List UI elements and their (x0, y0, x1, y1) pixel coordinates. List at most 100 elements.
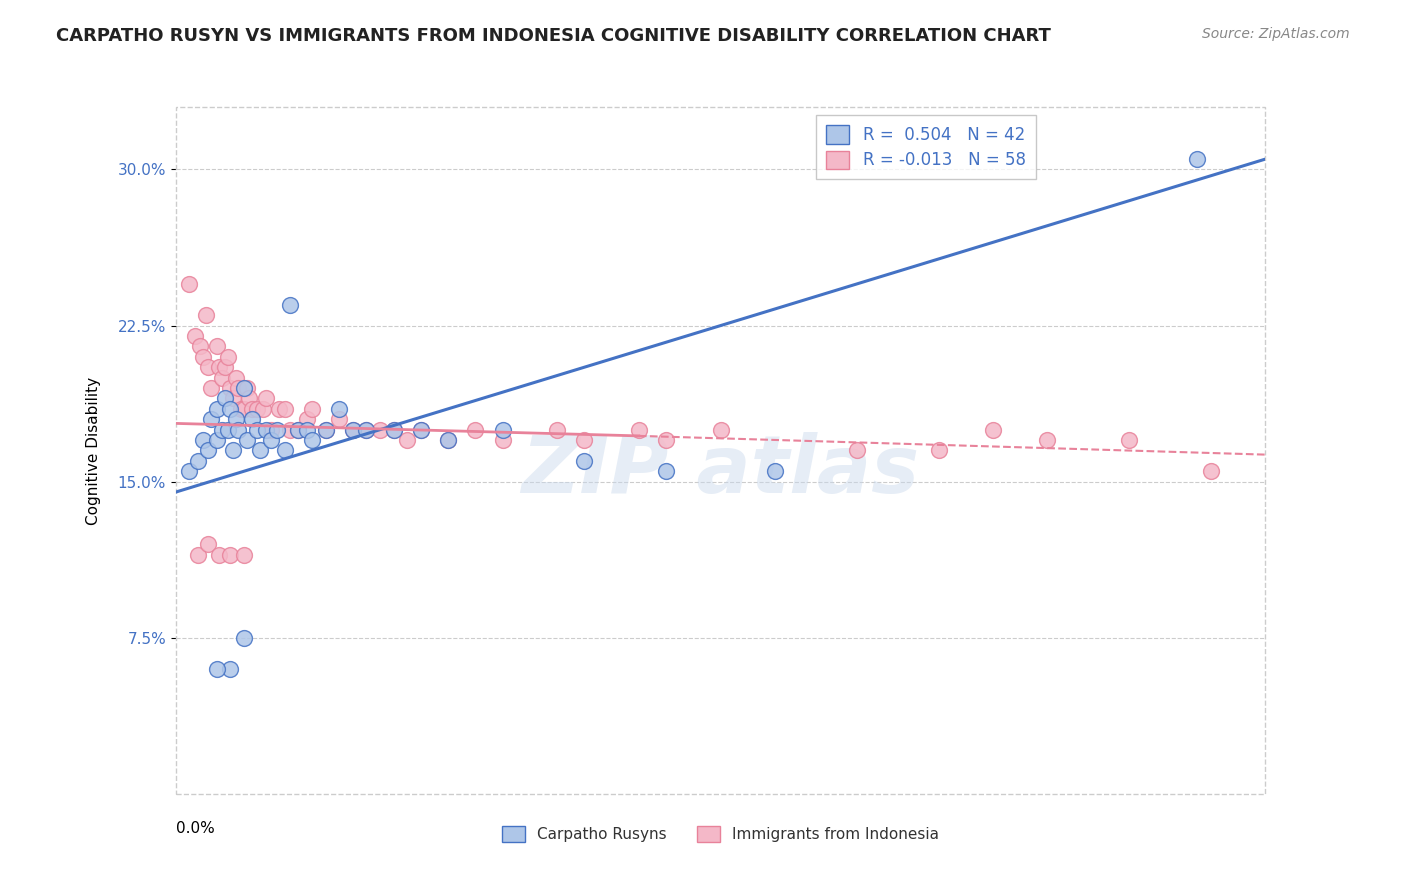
Point (208, 548, 231, 562)
Point (217, 350, 239, 364)
Point (382, 423, 405, 437)
Point (205, 662, 228, 676)
Point (315, 423, 337, 437)
Legend: Carpatho Rusyns, Immigrants from Indonesia: Carpatho Rusyns, Immigrants from Indones… (496, 820, 945, 848)
Point (342, 423, 364, 437)
Point (546, 423, 568, 437)
Point (655, 464, 678, 478)
Point (228, 381, 250, 395)
Point (188, 339, 211, 353)
Point (382, 423, 405, 437)
Point (437, 433, 460, 447)
Point (928, 443, 950, 458)
Point (179, 464, 201, 478)
Point (205, 339, 228, 353)
Point (1118, 433, 1140, 447)
Point (231, 401, 253, 416)
Point (200, 381, 222, 395)
Point (232, 381, 254, 395)
Point (409, 423, 432, 437)
Point (655, 433, 678, 447)
Text: ZIP atlas: ZIP atlas (522, 432, 920, 510)
Point (437, 433, 460, 447)
Point (464, 423, 486, 437)
Text: 0.0%: 0.0% (176, 822, 215, 837)
Point (269, 401, 291, 416)
Point (328, 401, 350, 416)
Point (287, 423, 309, 437)
Point (1199, 464, 1222, 478)
Point (219, 401, 242, 416)
Point (194, 308, 217, 322)
Point (205, 433, 228, 447)
Point (356, 423, 378, 437)
Point (356, 423, 378, 437)
Point (981, 423, 1004, 437)
Point (238, 392, 260, 406)
Point (368, 423, 391, 437)
Point (232, 631, 254, 645)
Point (205, 401, 228, 416)
Text: Source: ZipAtlas.com: Source: ZipAtlas.com (1202, 27, 1350, 41)
Point (240, 401, 263, 416)
Point (191, 433, 214, 447)
Point (574, 433, 596, 447)
Point (219, 662, 242, 676)
Text: CARPATHO RUSYN VS IMMIGRANTS FROM INDONESIA COGNITIVE DISABILITY CORRELATION CHA: CARPATHO RUSYN VS IMMIGRANTS FROM INDONE… (56, 27, 1052, 45)
Point (225, 412, 247, 426)
Point (1036, 433, 1059, 447)
Point (845, 443, 868, 458)
Point (197, 443, 219, 458)
Point (1187, 152, 1209, 166)
Point (492, 433, 515, 447)
Point (211, 423, 233, 437)
Point (301, 401, 323, 416)
Point (246, 401, 269, 416)
Point (214, 360, 236, 375)
Point (260, 423, 283, 437)
Point (191, 350, 214, 364)
Point (186, 454, 209, 468)
Point (197, 537, 219, 551)
Point (396, 433, 419, 447)
Point (254, 423, 277, 437)
Point (295, 423, 318, 437)
Point (219, 548, 242, 562)
Point (208, 360, 231, 375)
Point (274, 401, 297, 416)
Point (235, 433, 257, 447)
Point (254, 392, 277, 406)
Point (710, 423, 733, 437)
Point (274, 443, 297, 458)
Point (252, 401, 274, 416)
Point (211, 370, 233, 384)
Point (217, 423, 239, 437)
Point (197, 360, 219, 375)
Point (186, 548, 209, 562)
Point (228, 423, 250, 437)
Point (301, 433, 323, 447)
Y-axis label: Cognitive Disability: Cognitive Disability (86, 376, 101, 524)
Point (763, 464, 786, 478)
Point (260, 433, 283, 447)
Point (627, 423, 650, 437)
Point (222, 443, 245, 458)
Point (200, 412, 222, 426)
Point (240, 412, 263, 426)
Point (278, 423, 301, 437)
Point (219, 381, 242, 395)
Point (235, 381, 257, 395)
Point (214, 392, 236, 406)
Point (222, 392, 245, 406)
Point (232, 548, 254, 562)
Point (278, 298, 301, 312)
Point (287, 423, 309, 437)
Point (574, 454, 596, 468)
Point (492, 423, 515, 437)
Point (266, 423, 288, 437)
Point (232, 401, 254, 416)
Point (295, 412, 318, 426)
Point (315, 423, 337, 437)
Point (179, 277, 201, 291)
Point (249, 443, 271, 458)
